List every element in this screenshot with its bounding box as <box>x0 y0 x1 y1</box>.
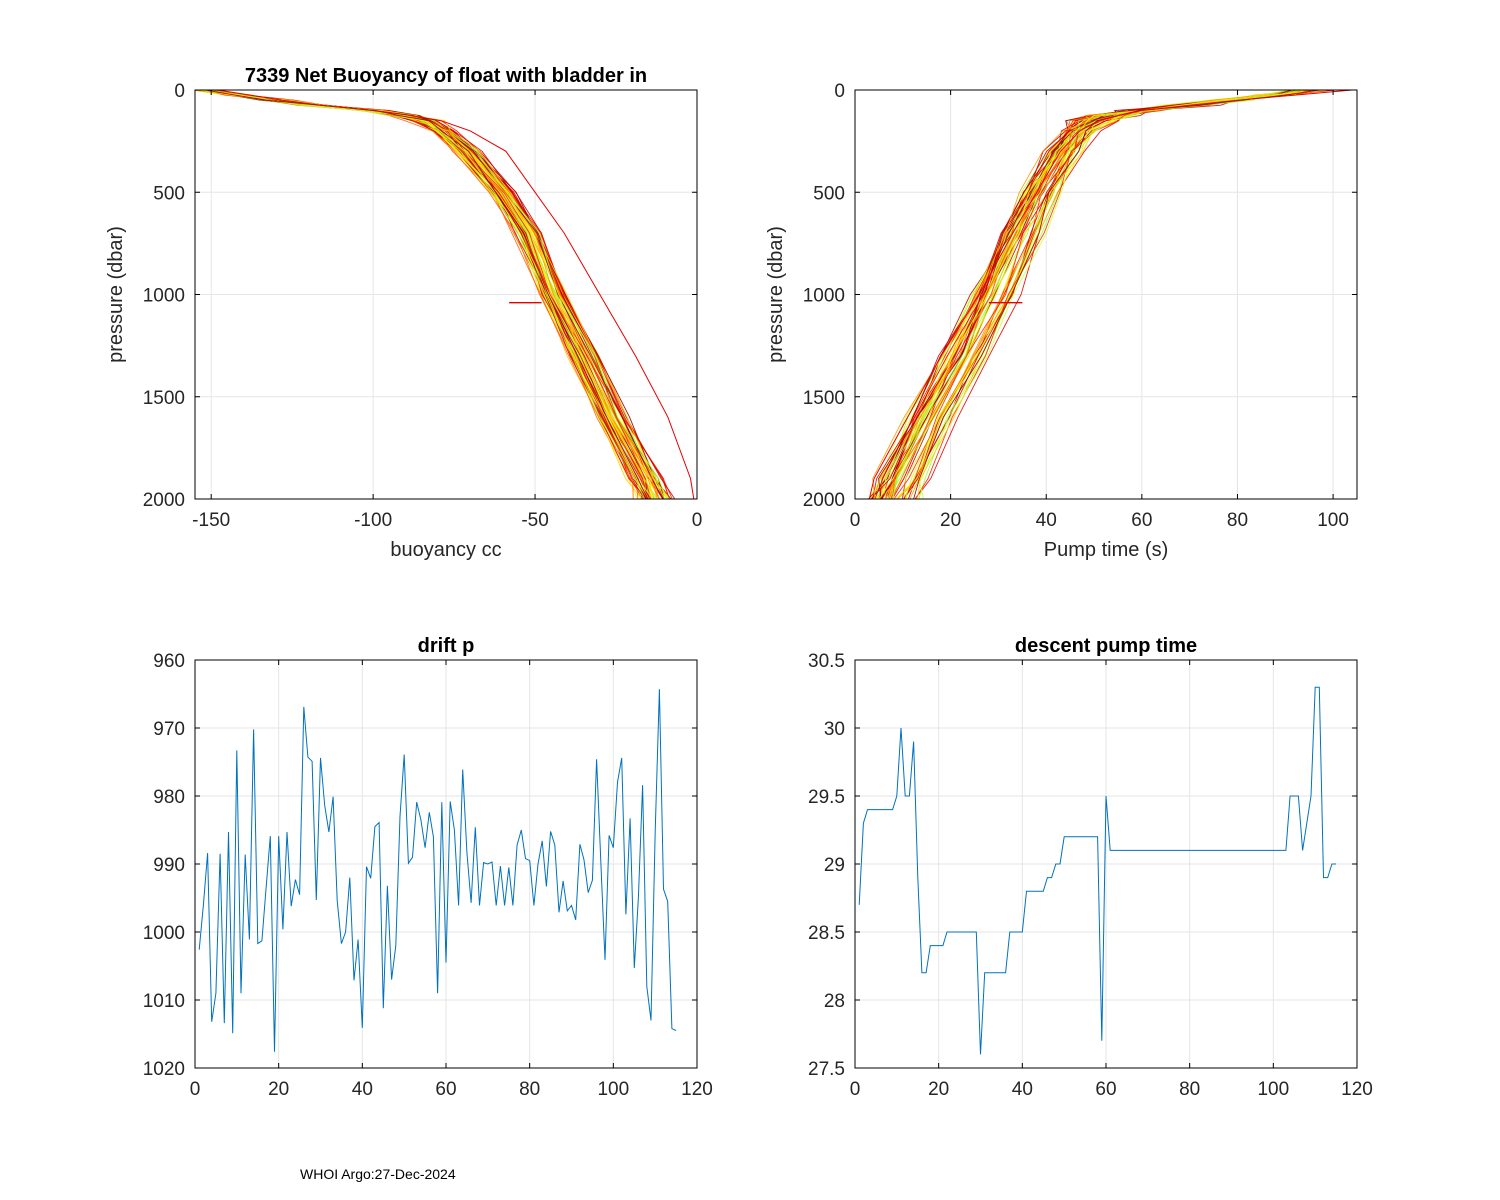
profile-line <box>918 90 1313 499</box>
x-tick-label: -50 <box>521 510 548 531</box>
profile-lines <box>195 90 695 499</box>
buoyancy-profile-chart: -150 -100 -50 0 0 500 1000 1500 2000 7339 Net Buo… <box>105 65 702 561</box>
y-tick-label: 990 <box>153 855 185 876</box>
y-axis-label: pressure (dbar) <box>105 226 127 363</box>
x-tick-label: 80 <box>1227 510 1248 531</box>
descent-pump-time-chart: 0 20 40 60 80 100 120 27.5 28 28.5 29 29.5 30 30.5 des… <box>808 635 1373 1100</box>
x-tick-label: 0 <box>692 510 703 531</box>
x-tick-label: 0 <box>850 1079 861 1100</box>
outlier-profile-line <box>868 90 1353 499</box>
y-tick-label: 28 <box>824 991 845 1012</box>
chart-title: 7339 Net Buoyancy of float with bladder … <box>245 65 647 87</box>
y-tick-label: 1020 <box>143 1059 185 1080</box>
x-tick-label: 80 <box>1179 1079 1200 1100</box>
y-tick-label: 29.5 <box>808 787 845 808</box>
x-tick-label: 60 <box>1131 510 1152 531</box>
profile-lines <box>868 90 1353 499</box>
y-tick-label: 980 <box>153 787 185 808</box>
x-tick-label: 20 <box>268 1079 289 1100</box>
x-tick-label: 100 <box>1257 1079 1289 1100</box>
y-tick-label: 0 <box>834 81 845 102</box>
y-tick-label: 28.5 <box>808 923 845 944</box>
x-tick-label: 100 <box>1317 510 1349 531</box>
x-tick-label: 20 <box>940 510 961 531</box>
x-tick-label: 120 <box>681 1079 713 1100</box>
y-tick-label: 1500 <box>143 388 185 409</box>
y-tick-label: 1000 <box>803 286 845 307</box>
profile-line <box>918 90 1305 499</box>
x-tick-label: 0 <box>850 510 861 531</box>
x-tick-label: 120 <box>1341 1079 1373 1100</box>
x-tick-label: 60 <box>435 1079 456 1100</box>
x-axis-label: Pump time (s) <box>1044 539 1168 561</box>
drift-pressure-chart: 0 20 40 60 80 100 120 960 970 980 990 1000 1010 1020 d… <box>143 635 713 1100</box>
y-tick-label: 0 <box>174 81 185 102</box>
chart-title: descent pump time <box>1015 635 1197 657</box>
y-tick-label: 500 <box>813 183 845 204</box>
x-tick-label: 60 <box>1095 1079 1116 1100</box>
y-tick-label: 27.5 <box>808 1059 845 1080</box>
x-tick-label: 40 <box>1036 510 1057 531</box>
y-tick-label: 30.5 <box>808 651 845 672</box>
x-axis-label: buoyancy cc <box>390 539 501 561</box>
y-tick-label: 1010 <box>143 991 185 1012</box>
y-tick-label: 30 <box>824 719 845 740</box>
profile-line <box>209 90 671 499</box>
profile-line <box>913 90 1320 499</box>
x-tick-label: 80 <box>519 1079 540 1100</box>
series-line <box>858 686 1337 1055</box>
y-axis-label: pressure (dbar) <box>765 226 787 363</box>
series-line <box>198 689 677 1052</box>
y-tick-label: 1000 <box>143 923 185 944</box>
y-tick-label: 2000 <box>803 490 845 511</box>
x-tick-label: 100 <box>597 1079 629 1100</box>
profile-line <box>205 90 649 499</box>
y-tick-label: 970 <box>153 719 185 740</box>
profile-line <box>198 90 654 499</box>
profile-line <box>195 90 634 499</box>
x-tick-label: 40 <box>352 1079 373 1100</box>
y-tick-label: 1500 <box>803 388 845 409</box>
y-tick-label: 500 <box>153 183 185 204</box>
chart-title: drift p <box>418 635 475 657</box>
y-tick-label: 2000 <box>143 490 185 511</box>
footer-credit: WHOI Argo:27-Dec-2024 <box>300 1166 456 1182</box>
y-tick-label: 29 <box>824 855 845 876</box>
y-tick-label: 1000 <box>143 286 185 307</box>
x-tick-label: -150 <box>192 510 230 531</box>
x-tick-label: 0 <box>190 1079 201 1100</box>
outlier-profile-line <box>217 90 695 499</box>
x-tick-label: -100 <box>354 510 392 531</box>
x-tick-label: 40 <box>1012 1079 1033 1100</box>
y-tick-label: 960 <box>153 651 185 672</box>
x-tick-label: 20 <box>928 1079 949 1100</box>
